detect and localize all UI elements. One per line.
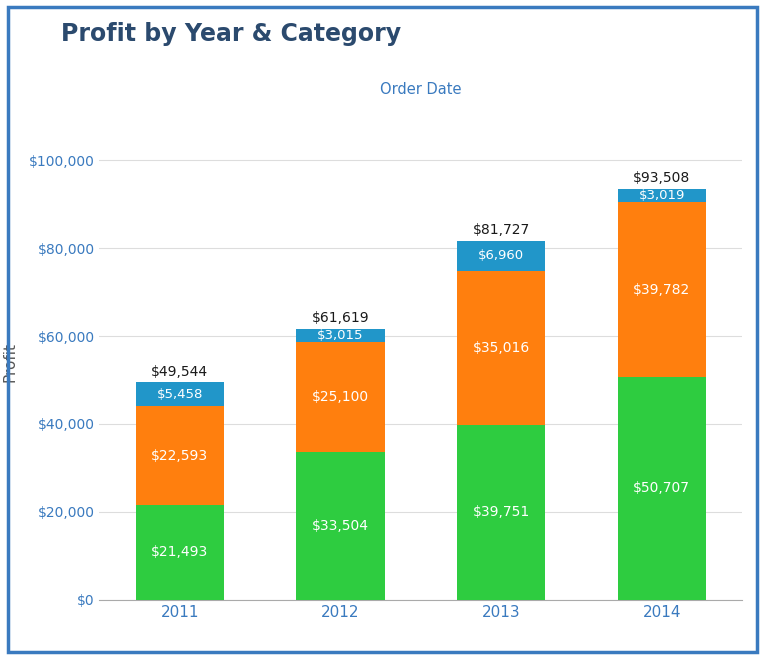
Text: $35,016: $35,016 bbox=[473, 341, 529, 355]
Bar bbox=[617, 202, 706, 377]
Text: Profit by Year & Category: Profit by Year & Category bbox=[61, 22, 402, 46]
Text: $81,727: $81,727 bbox=[473, 223, 529, 237]
Text: $93,508: $93,508 bbox=[633, 171, 690, 185]
Bar bbox=[135, 505, 224, 600]
Bar bbox=[296, 453, 385, 600]
Text: $50,707: $50,707 bbox=[633, 481, 690, 496]
Text: $39,782: $39,782 bbox=[633, 283, 690, 297]
Bar bbox=[296, 342, 385, 453]
Text: Order Date: Order Date bbox=[380, 82, 461, 97]
Text: $61,619: $61,619 bbox=[311, 312, 369, 326]
Text: $33,504: $33,504 bbox=[312, 519, 369, 533]
Bar bbox=[457, 272, 545, 425]
Bar bbox=[617, 189, 706, 202]
Text: $39,751: $39,751 bbox=[473, 505, 529, 519]
Text: $3,015: $3,015 bbox=[317, 329, 363, 342]
Bar bbox=[457, 241, 545, 272]
Bar bbox=[135, 406, 224, 505]
Text: $5,458: $5,458 bbox=[157, 387, 203, 401]
Text: $21,493: $21,493 bbox=[151, 546, 208, 559]
Bar bbox=[617, 377, 706, 600]
Bar bbox=[296, 329, 385, 342]
Text: $22,593: $22,593 bbox=[151, 449, 208, 463]
Text: $6,960: $6,960 bbox=[478, 249, 524, 262]
Text: $25,100: $25,100 bbox=[312, 390, 369, 405]
Bar bbox=[457, 425, 545, 600]
Text: $3,019: $3,019 bbox=[639, 189, 685, 202]
Text: $49,544: $49,544 bbox=[151, 364, 208, 378]
Bar bbox=[135, 382, 224, 406]
Y-axis label: Profit: Profit bbox=[2, 343, 18, 382]
